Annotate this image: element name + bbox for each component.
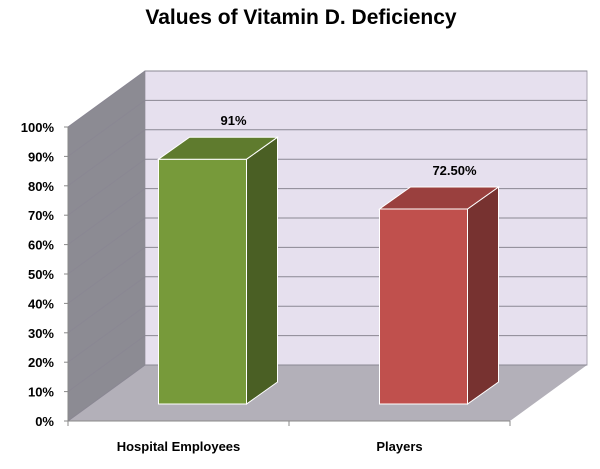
y-tick-label: 100% [21,120,55,135]
y-tick-label: 10% [28,385,54,400]
y-tick-label: 40% [28,296,54,311]
gridline [67,99,587,157]
data-label: 72.50% [432,163,477,178]
bars [156,136,501,405]
y-tick-label: 70% [28,208,54,223]
y-tick-label: 90% [28,149,54,164]
bar-side [467,186,499,405]
gridline [67,158,587,216]
bar [156,136,280,405]
bar-front [379,208,468,405]
chart-title: Values of Vitamin D. Deficiency [145,6,457,29]
gridline [67,70,587,128]
chart-walls [68,70,588,421]
y-tick-label: 80% [28,179,54,194]
y-tick-label: 0% [35,414,54,429]
bar [377,186,501,405]
bar-side [246,136,278,405]
bar-top [377,186,501,210]
bar-top [156,136,280,160]
gridline [67,129,587,187]
y-tick-label: 30% [28,326,54,341]
labels: 91% Hospital Employees 72.50% Players [117,113,477,454]
y-tick-label: 20% [28,355,54,370]
y-axis: 0% 10% 20% 30% 40% 50% 60% 70% 80% 90% 100% [21,120,511,429]
x-tick-label: Hospital Employees [117,439,241,454]
bar-front [158,158,247,405]
y-tick-label: 60% [28,238,54,253]
y-tick-label: 50% [28,267,54,282]
data-label: 91% [220,113,246,128]
x-tick-label: Players [376,439,422,454]
floor [68,365,587,421]
